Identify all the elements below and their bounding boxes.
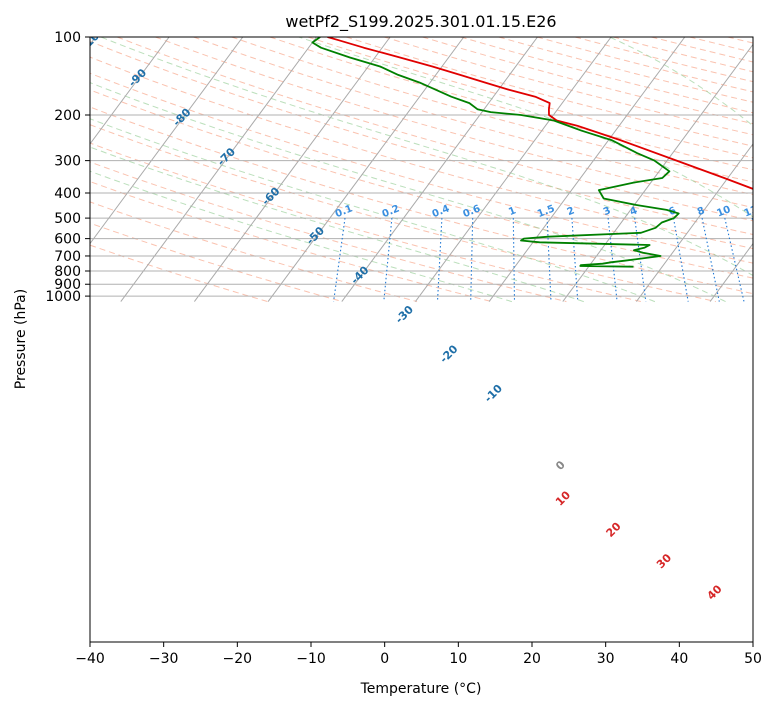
dry-adiabat (90, 181, 492, 303)
isotherm-line (635, 143, 753, 302)
y-tick-label: 400 (54, 186, 81, 202)
temperature-profile-line (327, 37, 753, 190)
mixing-ratio-label: 10 (715, 204, 732, 219)
isotherm-line (0, 37, 22, 302)
x-tick-label: −40 (75, 651, 105, 667)
x-tick-label: 40 (670, 651, 688, 667)
isotherm-line (562, 43, 753, 302)
y-tick-label: 700 (54, 249, 81, 265)
mixing-ratio-label: 13 (743, 204, 760, 219)
y-tick-label: 200 (54, 108, 81, 124)
x-tick-label: −30 (149, 651, 179, 667)
plot-area (90, 37, 753, 642)
y-tick-label: 900 (54, 277, 81, 293)
x-tick-label: 20 (523, 651, 541, 667)
mixing-ratio-label: 4 (628, 205, 639, 218)
dry-adiabat (90, 40, 753, 236)
isotherm-line (90, 37, 170, 145)
x-tick-label: 0 (380, 651, 389, 667)
moist-adiabat (100, 37, 753, 277)
moist-adiabat (90, 146, 584, 303)
x-tick-label: 50 (744, 651, 762, 667)
moist-adiabat (90, 170, 513, 303)
y-tick-label: 1000 (45, 289, 81, 305)
dry-adiabat (90, 124, 716, 303)
x-tick-label: −10 (296, 651, 326, 667)
mixing-ratio-label: 3 (602, 205, 613, 218)
isotherm-line (267, 37, 465, 302)
moist-adiabat (90, 118, 656, 303)
mixing-ratio-label: 16 (765, 204, 775, 219)
dry-adiabat (90, 142, 642, 303)
x-axis-label: Temperature (°C) (360, 681, 482, 697)
dry-adiabat (193, 37, 753, 196)
dewpoint-profile-line (311, 37, 680, 268)
dry-adiabat (90, 222, 343, 303)
dry-adiabat (90, 161, 567, 303)
dry-adiabat (346, 37, 753, 147)
dry-adiabat (766, 37, 775, 302)
mixing-ratio-label: 8 (696, 205, 707, 218)
x-tick-label: 30 (597, 651, 615, 667)
y-tick-label: 500 (54, 211, 81, 227)
y-tick-label: 100 (54, 30, 81, 46)
mixing-ratio-label: 1 (507, 205, 518, 218)
x-tick-label: 10 (449, 651, 467, 667)
isotherm-line (341, 37, 538, 302)
dry-adiabat (117, 37, 753, 222)
moist-adiabat (90, 82, 726, 303)
y-tick-label: 800 (54, 264, 81, 280)
isotherm-line (120, 37, 317, 302)
isotherm-line (709, 242, 753, 302)
y-tick-label: 300 (54, 154, 81, 170)
isotherm-line (488, 37, 686, 302)
dry-adiabat (90, 106, 753, 295)
y-tick-label: 600 (54, 232, 81, 248)
isotherm-line (90, 37, 96, 46)
mixing-ratio-line (751, 217, 753, 224)
chart-title: wetPf2_S199.2025.301.01.15.E26 (285, 12, 556, 32)
isotherm-line (193, 37, 391, 302)
isotherm-line (90, 37, 244, 245)
dry-adiabat (90, 201, 418, 303)
plot-frame (89, 36, 754, 643)
isotherm-line (414, 37, 612, 302)
y-axis-label: Pressure (hPa) (13, 289, 29, 389)
dry-adiabat (90, 244, 268, 303)
dry-adiabat (155, 37, 753, 209)
x-tick-label: −20 (223, 651, 253, 667)
mixing-ratio-label: 2 (566, 205, 577, 218)
